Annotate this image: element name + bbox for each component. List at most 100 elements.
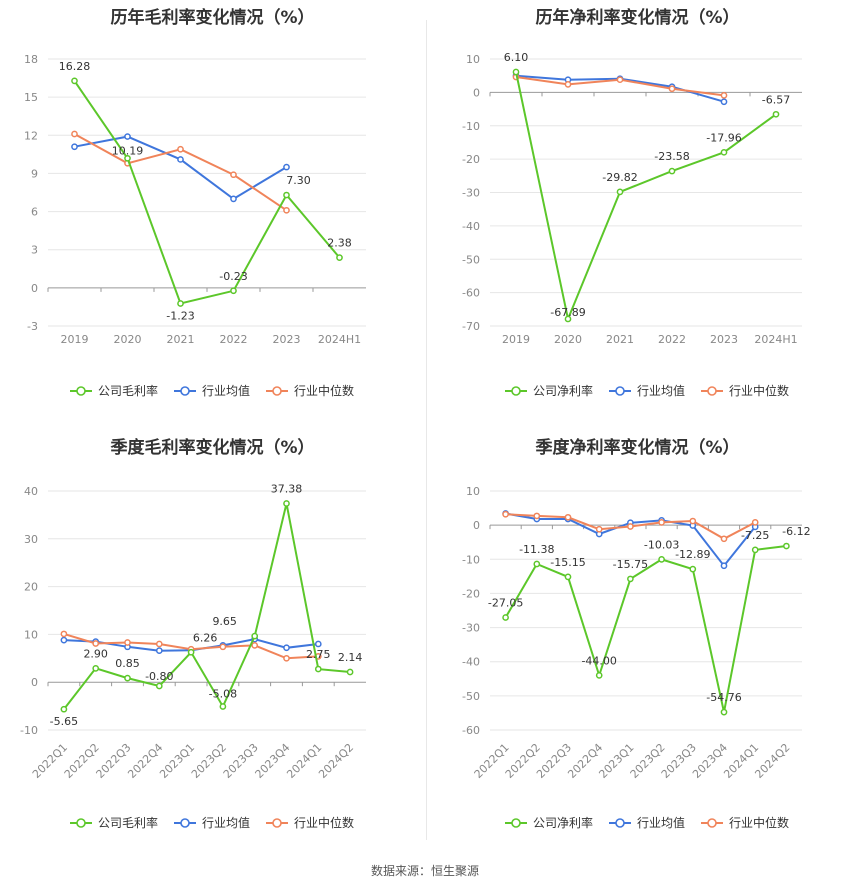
- data-point[interactable]: [658, 519, 665, 526]
- legend-item[interactable]: 行业中位数: [701, 815, 789, 830]
- y-tick-label: 20: [24, 581, 38, 594]
- legend-item[interactable]: 公司毛利率: [70, 815, 158, 830]
- data-point[interactable]: [720, 535, 728, 543]
- data-point[interactable]: [689, 565, 697, 573]
- data-point[interactable]: [783, 542, 790, 550]
- data-point[interactable]: [720, 98, 728, 106]
- data-point[interactable]: [230, 195, 237, 203]
- data-point[interactable]: [124, 674, 131, 682]
- legend-label: 行业中位数: [294, 815, 354, 830]
- data-label: -17.96: [706, 131, 741, 144]
- data-point[interactable]: [658, 556, 665, 563]
- data-point[interactable]: [71, 77, 78, 85]
- legend-item[interactable]: 公司净利率: [505, 383, 593, 398]
- data-point[interactable]: [124, 639, 131, 646]
- legend-item[interactable]: 行业中位数: [266, 383, 354, 398]
- data-point[interactable]: [283, 644, 290, 652]
- data-point[interactable]: [124, 133, 131, 140]
- data-point[interactable]: [336, 254, 343, 261]
- data-point[interactable]: [595, 672, 603, 679]
- data-point[interactable]: [616, 76, 624, 84]
- data-point[interactable]: [751, 519, 759, 526]
- data-point[interactable]: [283, 206, 290, 214]
- data-point[interactable]: [251, 642, 259, 649]
- y-tick-label: 10: [24, 628, 38, 641]
- y-tick-label: 6: [31, 206, 38, 219]
- series-line: [74, 133, 288, 212]
- data-point[interactable]: [177, 145, 184, 153]
- chart-title: 历年净利率变化情况（%）: [535, 8, 740, 28]
- data-point[interactable]: [177, 156, 184, 163]
- legend-item[interactable]: 行业均值: [609, 383, 685, 398]
- data-point[interactable]: [533, 560, 541, 568]
- data-point[interactable]: [564, 513, 572, 521]
- data-point[interactable]: [346, 668, 354, 676]
- data-point[interactable]: [71, 143, 78, 151]
- legend-item[interactable]: 行业均值: [609, 815, 685, 830]
- data-point[interactable]: [283, 500, 290, 507]
- data-point[interactable]: [668, 85, 676, 93]
- data-point[interactable]: [689, 517, 697, 525]
- data-point[interactable]: [230, 171, 237, 179]
- data-point[interactable]: [751, 546, 759, 554]
- data-point[interactable]: [512, 68, 520, 76]
- data-point[interactable]: [564, 315, 572, 323]
- data-point[interactable]: [251, 632, 259, 640]
- data-point[interactable]: [60, 705, 68, 713]
- data-point[interactable]: [720, 562, 728, 570]
- data-point[interactable]: [60, 630, 68, 638]
- data-point[interactable]: [314, 665, 322, 673]
- data-point[interactable]: [219, 703, 227, 710]
- legend-item[interactable]: 公司毛利率: [70, 383, 158, 398]
- data-point[interactable]: [60, 636, 68, 644]
- data-point[interactable]: [502, 510, 509, 518]
- series-line: [515, 71, 777, 323]
- data-point[interactable]: [616, 188, 624, 196]
- x-tick-label: 2022: [220, 333, 248, 346]
- data-point[interactable]: [595, 525, 603, 533]
- data-point[interactable]: [187, 648, 195, 656]
- data-point[interactable]: [92, 664, 100, 672]
- data-point[interactable]: [155, 640, 163, 648]
- data-point[interactable]: [772, 110, 780, 118]
- y-tick-label: -20: [462, 153, 480, 166]
- x-tick-label: 2020: [554, 333, 582, 346]
- data-point[interactable]: [564, 573, 572, 581]
- data-point[interactable]: [177, 300, 184, 307]
- data-point[interactable]: [720, 148, 728, 156]
- data-point[interactable]: [155, 647, 163, 655]
- data-point[interactable]: [668, 167, 676, 175]
- company-series: [60, 500, 354, 713]
- data-point[interactable]: [124, 154, 131, 162]
- series-line: [63, 503, 351, 710]
- data-point[interactable]: [230, 287, 237, 295]
- legend-item[interactable]: 公司净利率: [505, 815, 593, 830]
- data-point[interactable]: [155, 682, 163, 690]
- data-point[interactable]: [283, 163, 290, 171]
- y-tick-label: 9: [31, 167, 38, 180]
- data-point[interactable]: [627, 523, 634, 530]
- legend-item[interactable]: 行业均值: [174, 815, 250, 830]
- data-point[interactable]: [283, 654, 290, 662]
- series-line: [73, 80, 341, 305]
- data-point[interactable]: [533, 512, 541, 520]
- data-point[interactable]: [627, 575, 634, 583]
- legend-marker: [511, 386, 521, 396]
- data-point[interactable]: [314, 640, 322, 648]
- data-label: 9.65: [212, 615, 237, 628]
- legend-item[interactable]: 行业中位数: [701, 383, 789, 398]
- data-point[interactable]: [720, 92, 728, 99]
- data-point[interactable]: [283, 191, 290, 199]
- legend-item[interactable]: 行业均值: [174, 383, 250, 398]
- data-point[interactable]: [71, 130, 78, 138]
- y-tick-label: -3: [27, 320, 38, 333]
- data-point[interactable]: [502, 614, 509, 621]
- data-point[interactable]: [720, 708, 728, 716]
- data-point[interactable]: [219, 643, 227, 651]
- data-point[interactable]: [92, 640, 100, 647]
- data-point[interactable]: [564, 81, 572, 88]
- legend-marker: [272, 818, 282, 828]
- data-label: -6.12: [782, 525, 810, 538]
- legend-item[interactable]: 行业中位数: [266, 815, 354, 830]
- legend-label: 行业均值: [637, 383, 685, 398]
